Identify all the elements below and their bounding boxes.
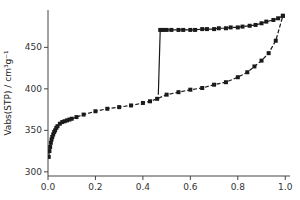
point — [129, 103, 133, 107]
point — [281, 14, 285, 18]
point — [165, 28, 169, 32]
point — [241, 25, 245, 29]
point — [82, 113, 86, 117]
point — [117, 105, 121, 109]
point — [48, 149, 51, 153]
point — [188, 28, 192, 32]
point — [141, 101, 145, 105]
point — [48, 145, 52, 149]
point — [148, 99, 152, 103]
point — [212, 27, 216, 31]
y-tick-label: 450 — [25, 42, 42, 52]
point — [245, 70, 249, 74]
point — [252, 64, 256, 68]
line — [158, 30, 160, 95]
point — [48, 155, 51, 159]
x-tick — [95, 176, 96, 180]
y-tick — [44, 47, 48, 48]
y-tick-label: 400 — [25, 84, 42, 94]
x-tick-label: 0.6 — [183, 182, 198, 192]
y-axis-label: Vabs(STP) / cm³g⁻¹ — [3, 50, 13, 136]
point — [236, 75, 240, 79]
point — [70, 117, 74, 121]
plot-area — [48, 14, 285, 159]
point — [74, 115, 78, 119]
point — [176, 90, 180, 94]
point — [260, 59, 264, 63]
x-tick-label: 0.2 — [88, 182, 102, 192]
y-tick-label: 350 — [25, 125, 42, 135]
x-tick — [48, 176, 49, 180]
x-tick — [285, 176, 286, 180]
x-tick-label: 0.4 — [136, 182, 151, 192]
chart: 0.0 0.2 0.4 0.6 0.8 1.0 300 350 400 450 Vabs(STP) … — [0, 0, 300, 200]
point — [281, 14, 285, 18]
point — [267, 51, 271, 55]
point — [224, 26, 228, 30]
point — [181, 28, 185, 32]
point — [254, 23, 258, 27]
point — [264, 20, 268, 24]
point — [248, 24, 252, 28]
point — [224, 80, 228, 84]
y-tick-label: 300 — [25, 167, 42, 177]
point — [155, 97, 159, 101]
point — [260, 21, 264, 25]
point — [271, 18, 275, 22]
x-tick-label: 0.8 — [231, 182, 246, 192]
point — [217, 26, 221, 30]
y-tick — [44, 88, 48, 89]
point — [193, 28, 197, 32]
point — [200, 27, 204, 31]
point — [176, 28, 180, 32]
y-tick — [44, 130, 48, 131]
point — [212, 83, 216, 87]
x-tick-label: 1.0 — [278, 182, 293, 192]
x-tick — [237, 176, 238, 180]
point — [229, 25, 233, 29]
line — [160, 16, 283, 30]
y-tick — [44, 171, 48, 172]
point — [274, 39, 278, 43]
point — [236, 25, 240, 29]
x-tick-label: 0.0 — [41, 182, 56, 192]
x-tick — [142, 176, 143, 180]
x-tick — [190, 176, 191, 180]
point — [93, 109, 97, 113]
point — [165, 93, 169, 97]
line — [49, 16, 283, 157]
point — [169, 28, 173, 32]
point — [205, 27, 209, 31]
point — [105, 107, 109, 111]
x-axis — [48, 176, 290, 177]
point — [200, 86, 204, 90]
point — [188, 88, 192, 92]
point — [276, 16, 280, 20]
